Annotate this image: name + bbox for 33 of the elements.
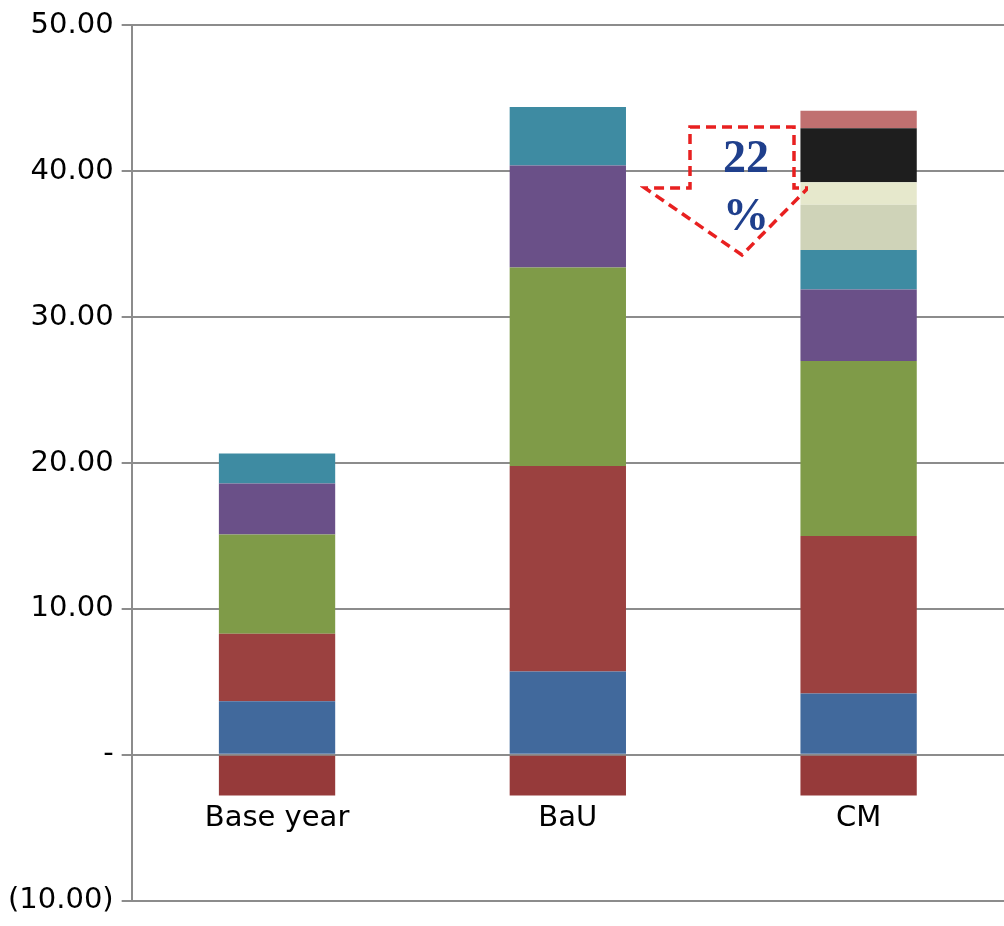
y-tick-label: -: [103, 735, 114, 770]
x-tick-label: Base year: [204, 798, 350, 833]
bar: [509, 755, 626, 796]
x-tick-label: BaU: [538, 798, 598, 833]
bar: [800, 289, 917, 361]
bar: [800, 360, 917, 536]
bar: [800, 110, 917, 129]
bar: [218, 453, 336, 484]
bar: [218, 701, 336, 754]
bar: [509, 671, 626, 754]
y-tick-label: 50.00: [30, 5, 114, 40]
bar: [218, 755, 336, 796]
bar: [800, 204, 917, 251]
annotation: 22 %: [722, 130, 770, 242]
bar: [509, 465, 626, 672]
bar: [800, 250, 917, 290]
bar: [218, 483, 336, 535]
bar: [800, 755, 917, 796]
y-tick-label: 40.00: [30, 151, 114, 186]
bar: [800, 182, 917, 205]
y-tick-label: 10.00: [30, 589, 114, 624]
bar: [218, 633, 336, 702]
bar: [218, 534, 336, 634]
bar: [800, 128, 917, 183]
bar: [509, 165, 626, 268]
bar: [509, 267, 626, 466]
y-tick-label: 20.00: [30, 443, 114, 478]
bar: [509, 107, 626, 166]
y-tick-label: (10.00): [7, 881, 114, 916]
x-tick-label: CM: [835, 798, 882, 833]
bar: [800, 535, 917, 694]
y-tick-label: 30.00: [30, 297, 114, 332]
bar: [800, 693, 917, 754]
